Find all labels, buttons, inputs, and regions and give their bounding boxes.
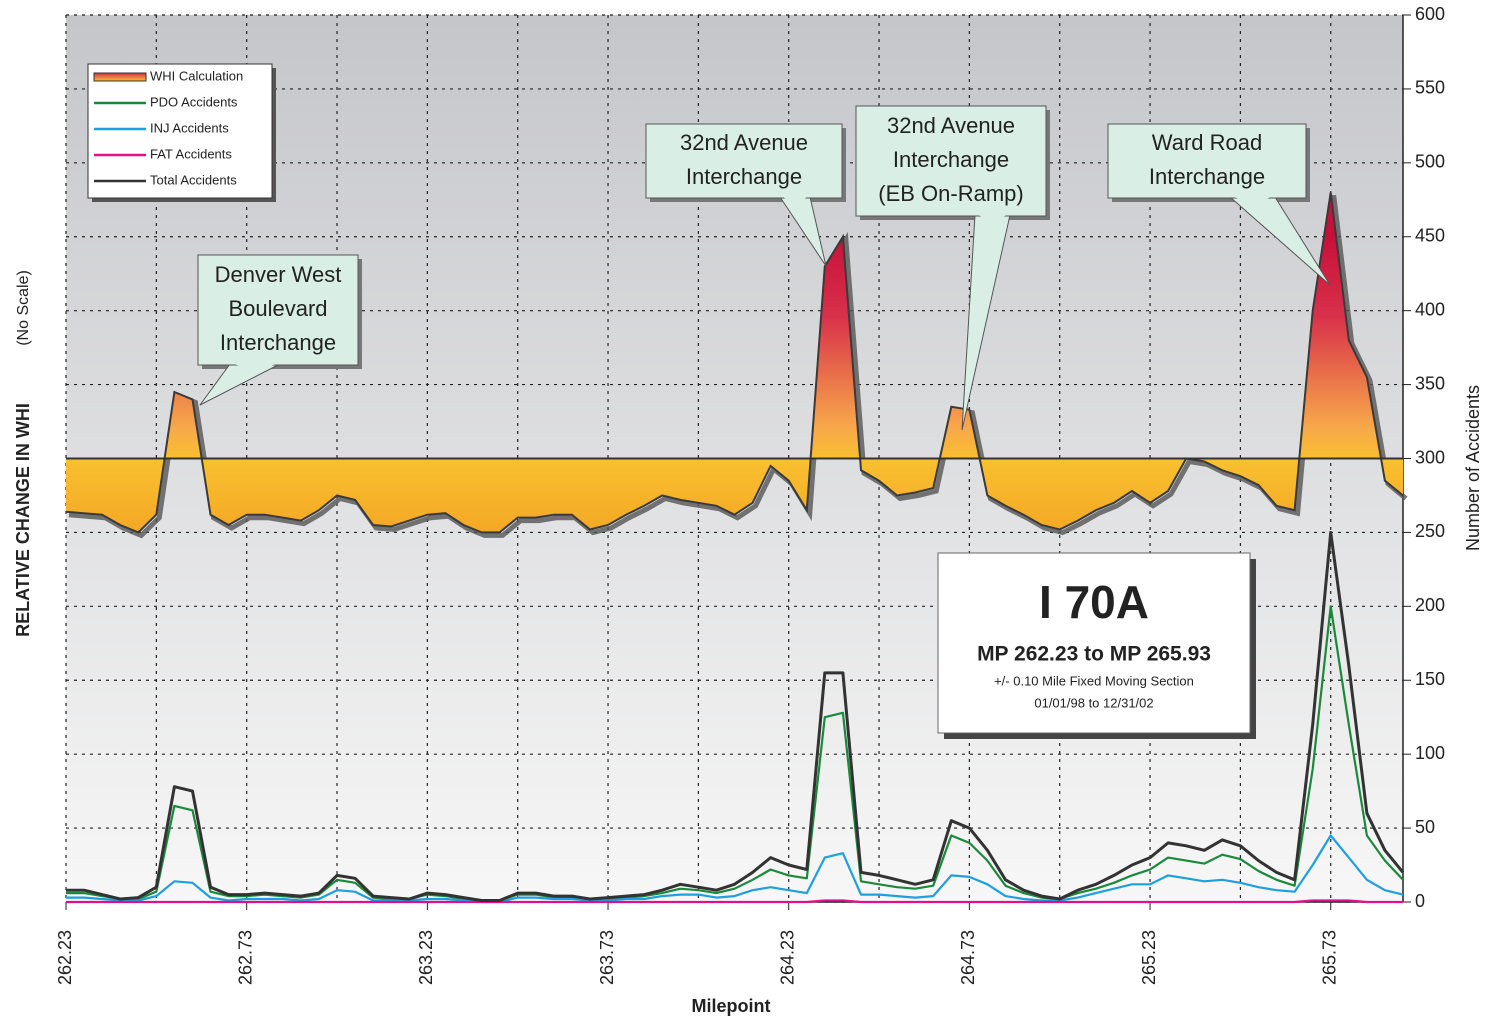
x-tick-label: 264.23 [777, 930, 797, 985]
y2-axis-label: Number of Accidents [1463, 385, 1483, 551]
y2-tick-label: 400 [1415, 299, 1445, 319]
x-tick-label: 263.23 [416, 930, 436, 985]
callout-text: Ward Road [1152, 130, 1262, 155]
whi-area [66, 192, 1403, 533]
x-tick-label: 264.73 [958, 930, 978, 985]
x-tick-label: 262.23 [55, 930, 75, 985]
series-line [66, 899, 1403, 904]
legend-box [87, 63, 273, 199]
y2-tick-label: 150 [1415, 669, 1445, 689]
info-box [937, 552, 1251, 734]
callout-box [1107, 123, 1307, 199]
callout-text: Boulevard [228, 296, 327, 321]
callout-box [855, 105, 1047, 217]
info-range: MP 262.23 to MP 265.93 [977, 643, 1211, 666]
y2-tick-label: 350 [1415, 373, 1445, 393]
callout-text: (EB On-Ramp) [878, 181, 1023, 206]
y2-tick-label: 0 [1415, 891, 1425, 911]
y2-tick-label: 450 [1415, 226, 1445, 246]
y2-tick-label: 50 [1415, 817, 1435, 837]
legend-label: WHI Calculation [150, 68, 243, 83]
legend-swatch [93, 72, 147, 82]
callout-text: Interchange [1149, 164, 1265, 189]
series-line [66, 530, 1405, 902]
y2-tick-label: 100 [1415, 743, 1445, 763]
callout-text: Interchange [686, 164, 802, 189]
x-tick-label: 262.73 [235, 930, 255, 985]
callout-text: 32nd Avenue [680, 130, 808, 155]
callout-text: Interchange [893, 147, 1009, 172]
callout-joint [1231, 196, 1274, 204]
series-line [66, 834, 1404, 904]
callout-joint [781, 196, 809, 204]
callout-text: 32nd Avenue [887, 113, 1015, 138]
y-axis-label: RELATIVE CHANGE IN WHI [13, 403, 33, 637]
whi-line [65, 192, 1404, 534]
callout-box [645, 123, 843, 199]
y-axis-note: (No Scale) [15, 270, 32, 346]
info-period: 01/01/98 to 12/31/02 [1034, 695, 1153, 710]
y2-tick-label: 500 [1415, 152, 1445, 172]
y2-tick-label: 250 [1415, 521, 1445, 541]
y2-tick-label: 600 [1415, 4, 1445, 24]
whi-shadow [68, 195, 1408, 539]
y2-tick-label: 300 [1415, 447, 1445, 467]
x-tick-label: 265.23 [1139, 930, 1159, 985]
x-tick-label: 265.73 [1319, 930, 1339, 985]
x-axis-label: Milepoint [692, 996, 771, 1016]
info-method: +/- 0.10 Mile Fixed Moving Section [994, 673, 1194, 688]
y2-tick-label: 200 [1415, 595, 1445, 615]
info-title: I 70A [1039, 576, 1149, 628]
callout-box [197, 254, 359, 366]
callout-joint [231, 363, 279, 371]
legend-label: INJ Accidents [150, 120, 229, 135]
callout-text: Interchange [220, 330, 336, 355]
legend-label: Total Accidents [150, 172, 237, 187]
callout-joint [976, 214, 1009, 222]
y2-tick-label: 550 [1415, 78, 1445, 98]
legend-label: PDO Accidents [150, 94, 238, 109]
x-tick-label: 263.73 [597, 930, 617, 985]
callout-text: Denver West [215, 262, 342, 287]
legend-label: FAT Accidents [150, 146, 232, 161]
